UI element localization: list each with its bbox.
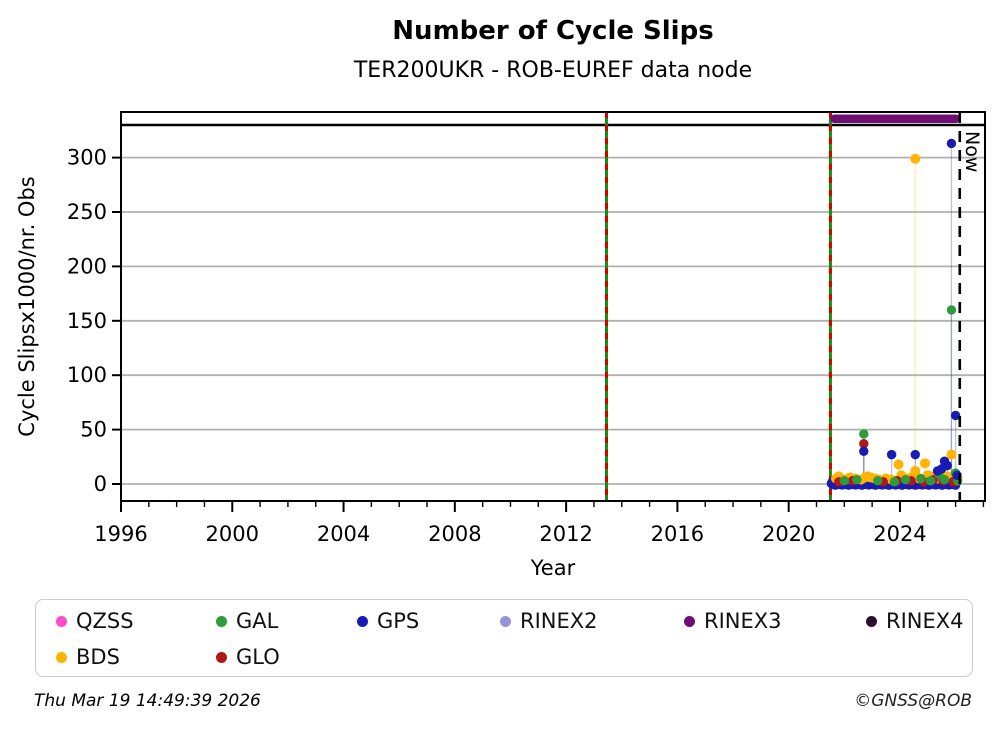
data-point-gal <box>839 476 850 486</box>
legend-item-rinex2: RINEX2 <box>500 608 598 634</box>
data-point-gps <box>946 138 957 149</box>
x-tick-label: 2020 <box>762 522 815 546</box>
x-tick-label: 2024 <box>873 522 926 546</box>
data-point-gps <box>950 410 961 421</box>
data-point-gps <box>886 449 897 460</box>
legend-label: RINEX2 <box>520 609 598 633</box>
y-tick-label: 150 <box>67 309 107 333</box>
x-tick-label: 2012 <box>539 522 592 546</box>
legend-item-rinex4: RINEX4 <box>866 608 964 634</box>
legend-label: RINEX4 <box>886 609 964 633</box>
data-point-bds <box>910 153 921 164</box>
y-tick-label: 50 <box>80 418 107 442</box>
data-point-glo <box>859 439 869 449</box>
data-point-gal <box>916 473 926 484</box>
chart-title: Number of Cycle Slips <box>392 16 714 46</box>
data-point-bds <box>893 459 904 470</box>
chart-subtitle: TER200UKR - ROB-EUREF data node <box>353 58 753 83</box>
legend-item-gps: GPS <box>357 608 419 634</box>
data-point-gps <box>910 449 920 460</box>
data-point-gal <box>939 474 950 485</box>
legend-dot-qzss <box>56 615 67 627</box>
x-axis-label: Year <box>530 556 576 580</box>
data-point-bds <box>946 449 957 460</box>
y-tick-label: 100 <box>67 363 107 387</box>
legend-label: GLO <box>236 645 280 669</box>
legend-label: GAL <box>236 609 279 633</box>
legend-item-qzss: QZSS <box>56 608 134 634</box>
rinex3-availability-bar <box>830 114 960 123</box>
legend-dot-rinex2 <box>500 615 511 627</box>
legend-item-bds: BDS <box>56 644 120 670</box>
plot-timestamp: Thu Mar 19 14:49:39 2026 <box>34 691 261 711</box>
x-tick-label: 2016 <box>651 522 704 546</box>
copyright-label: ©GNSS@ROB <box>854 691 972 711</box>
data-point-gal <box>852 474 862 485</box>
data-point-bds <box>910 465 921 476</box>
legend-dot-rinex3 <box>684 615 695 627</box>
data-point-gal <box>900 474 911 485</box>
legend-label: RINEX3 <box>704 609 782 633</box>
chart-legend: QZSS GAL GPS RINEX2 RINEX3 RINEX4 BDS GLO <box>35 599 973 677</box>
legend-item-rinex3: RINEX3 <box>684 608 782 634</box>
legend-label: BDS <box>76 645 120 669</box>
x-tick-label: 1996 <box>94 522 147 546</box>
plot-frame <box>120 111 986 502</box>
legend-item-glo: GLO <box>216 644 280 670</box>
x-tick-label: 2004 <box>317 522 370 546</box>
y-tick-label: 300 <box>67 146 107 170</box>
data-point-gal <box>925 476 936 486</box>
now-label: Now <box>961 131 983 172</box>
legend-dot-bds <box>56 651 67 663</box>
y-tick-label: 250 <box>67 200 107 224</box>
data-point-gal <box>859 429 869 439</box>
y-tick-label: 0 <box>94 472 107 496</box>
data-point-bds <box>919 458 930 469</box>
data-point-gps <box>942 460 952 471</box>
data-point-gal <box>873 476 883 486</box>
legend-label: QZSS <box>76 609 134 633</box>
legend-dot-gal <box>216 615 227 627</box>
data-point-gal <box>946 305 957 315</box>
y-axis-label: Cycle Slipsx1000/nr. Obs <box>15 176 39 436</box>
legend-dot-gps <box>357 615 368 627</box>
legend-dot-glo <box>216 651 227 663</box>
x-tick-label: 2008 <box>428 522 481 546</box>
data-point-gps <box>859 446 869 457</box>
cycle-slips-chart: Now 1996 2000 2004 2008 2012 2016 2020 2024 0 50 10… <box>15 111 986 580</box>
data-point-gal <box>889 477 900 487</box>
legend-dot-rinex4 <box>866 615 877 627</box>
y-tick-label: 200 <box>67 254 107 278</box>
x-tick-label: 2000 <box>206 522 259 546</box>
legend-item-gal: GAL <box>216 608 278 634</box>
legend-label: GPS <box>377 609 420 633</box>
